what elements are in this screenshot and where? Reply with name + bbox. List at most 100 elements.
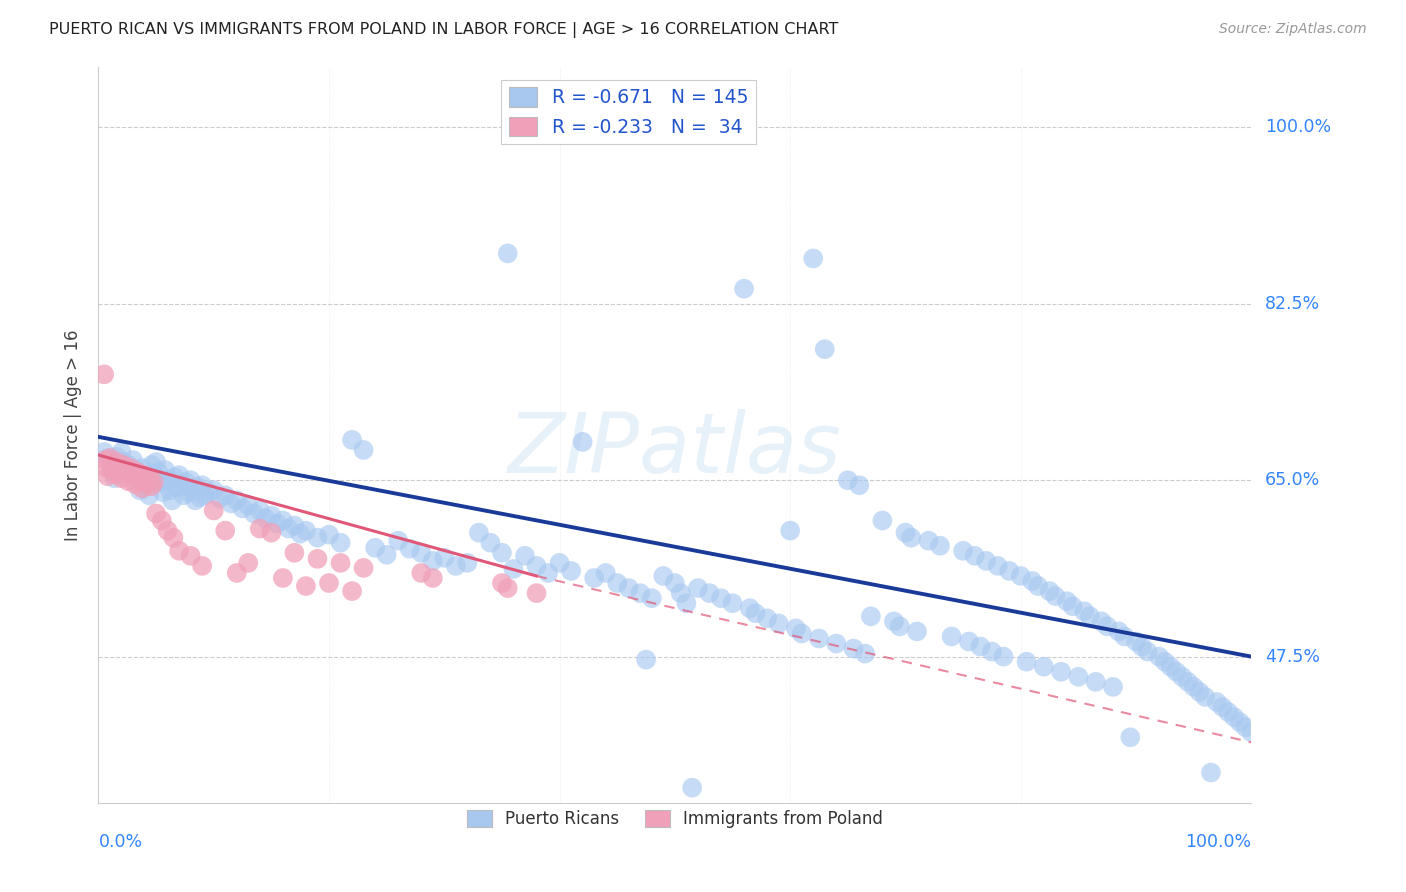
Point — [756, 611, 779, 625]
Point — [636, 653, 658, 667]
Point — [173, 488, 195, 502]
Point — [131, 481, 153, 495]
Point — [1199, 765, 1222, 780]
Point — [98, 450, 121, 465]
Point — [1136, 644, 1159, 658]
Point — [411, 566, 433, 580]
Text: 100.0%: 100.0% — [1265, 119, 1331, 136]
Point — [110, 471, 132, 485]
Point — [129, 473, 152, 487]
Point — [496, 246, 519, 260]
Point — [1114, 630, 1136, 644]
Point — [105, 455, 128, 469]
Point — [174, 475, 197, 490]
Text: PUERTO RICAN VS IMMIGRANTS FROM POLAND IN LABOR FORCE | AGE > 16 CORRELATION CHA: PUERTO RICAN VS IMMIGRANTS FROM POLAND I… — [49, 22, 838, 38]
Point — [127, 473, 149, 487]
Point — [184, 493, 207, 508]
Point — [1212, 700, 1234, 714]
Point — [266, 516, 288, 531]
Point — [526, 586, 548, 600]
Point — [1056, 594, 1078, 608]
Point — [238, 556, 260, 570]
Point — [957, 634, 980, 648]
Point — [1090, 615, 1112, 629]
Point — [1130, 640, 1153, 654]
Point — [664, 576, 686, 591]
Point — [101, 459, 124, 474]
Point — [238, 499, 260, 513]
Point — [115, 466, 138, 480]
Point — [411, 546, 433, 560]
Point — [1218, 705, 1240, 719]
Point — [163, 470, 186, 484]
Point — [387, 533, 409, 548]
Point — [340, 433, 363, 447]
Point — [202, 503, 225, 517]
Point — [193, 488, 215, 502]
Point — [108, 463, 131, 477]
Point — [513, 549, 536, 563]
Point — [872, 514, 894, 528]
Point — [188, 491, 211, 505]
Point — [254, 511, 277, 525]
Point — [307, 552, 329, 566]
Point — [103, 467, 125, 482]
Point — [963, 549, 986, 563]
Point — [779, 524, 801, 538]
Point — [145, 507, 167, 521]
Point — [1108, 624, 1130, 639]
Point — [1147, 649, 1170, 664]
Point — [142, 475, 165, 490]
Point — [398, 541, 420, 556]
Point — [526, 558, 548, 573]
Point — [135, 476, 157, 491]
Point — [571, 434, 593, 449]
Point — [1010, 569, 1032, 583]
Point — [998, 564, 1021, 578]
Point — [134, 468, 156, 483]
Point — [138, 488, 160, 502]
Point — [699, 586, 721, 600]
Point — [156, 524, 179, 538]
Point — [177, 485, 200, 500]
Point — [491, 576, 513, 591]
Point — [560, 564, 582, 578]
Point — [131, 461, 153, 475]
Point — [1032, 659, 1054, 673]
Point — [496, 581, 519, 595]
Point — [117, 474, 139, 488]
Point — [162, 531, 184, 545]
Point — [208, 491, 231, 506]
Point — [142, 468, 165, 483]
Point — [808, 632, 831, 646]
Point — [1194, 690, 1216, 704]
Point — [149, 475, 172, 490]
Point — [814, 342, 837, 356]
Point — [202, 483, 225, 498]
Point — [97, 469, 120, 483]
Point — [295, 579, 318, 593]
Point — [1067, 670, 1090, 684]
Point — [900, 531, 922, 545]
Point — [1038, 584, 1062, 599]
Point — [166, 480, 188, 494]
Point — [101, 463, 124, 477]
Point — [987, 558, 1010, 573]
Point — [124, 463, 146, 477]
Point — [889, 619, 911, 633]
Point — [1182, 680, 1205, 694]
Point — [917, 533, 939, 548]
Point — [122, 453, 145, 467]
Point — [641, 591, 664, 606]
Text: Source: ZipAtlas.com: Source: ZipAtlas.com — [1219, 22, 1367, 37]
Point — [733, 282, 755, 296]
Point — [145, 455, 167, 469]
Point — [444, 558, 467, 573]
Point — [1015, 655, 1038, 669]
Point — [96, 461, 118, 475]
Point — [94, 453, 117, 467]
Point — [1234, 720, 1257, 734]
Point — [738, 601, 761, 615]
Point — [744, 607, 766, 621]
Point — [307, 531, 329, 545]
